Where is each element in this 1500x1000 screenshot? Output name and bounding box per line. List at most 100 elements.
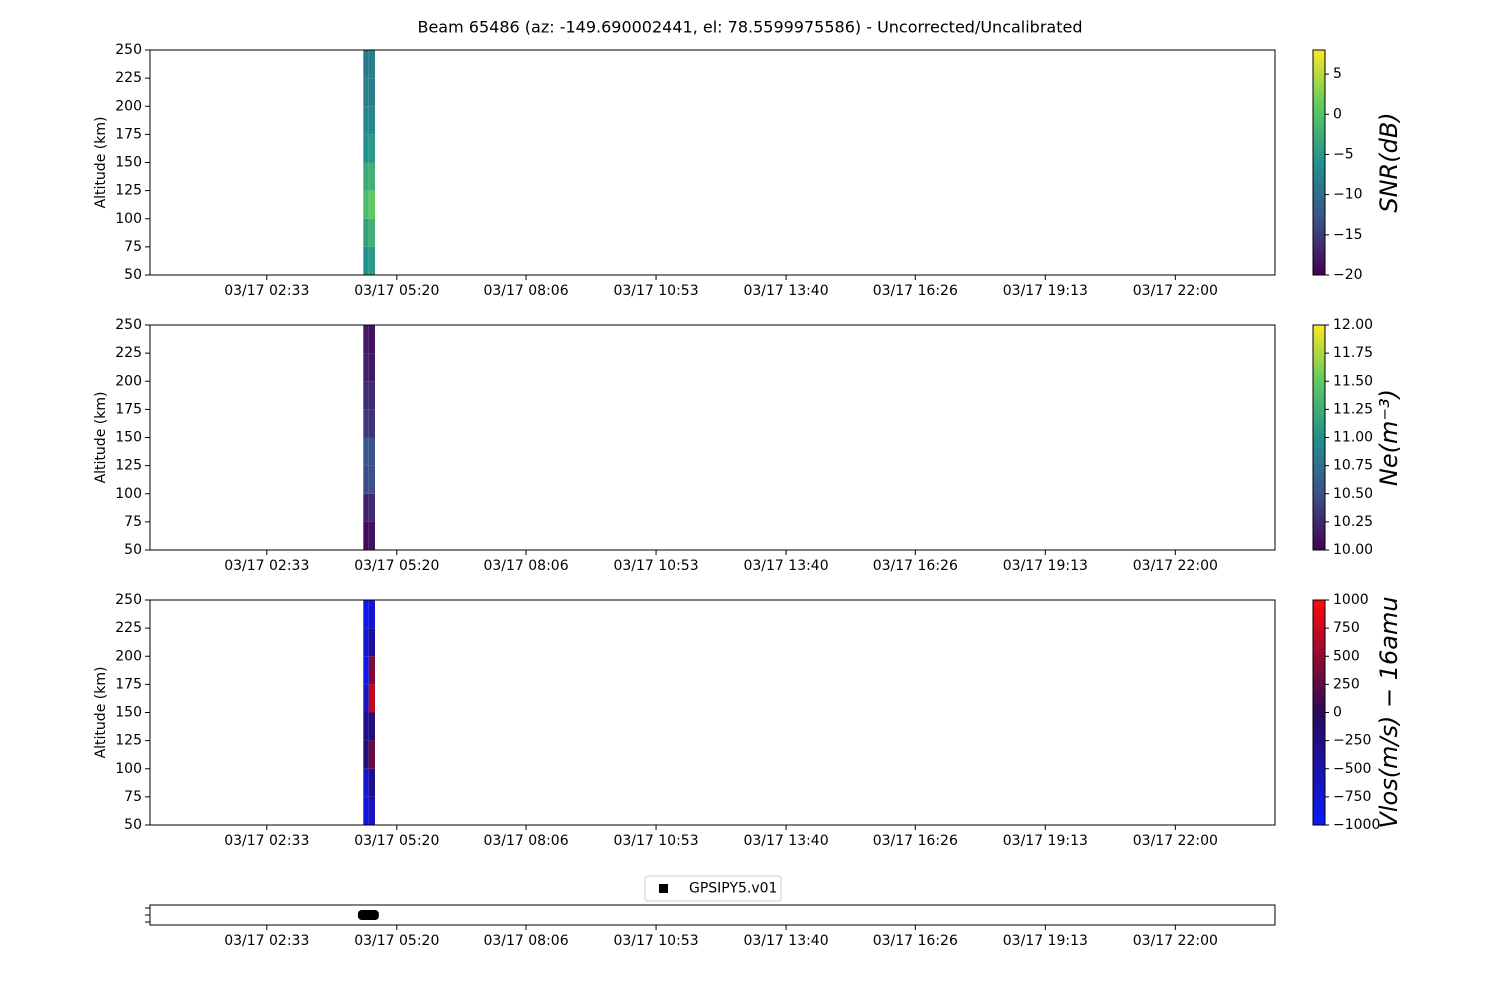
- heatmap-cell: [363, 190, 369, 219]
- x-tick-label: 03/17 08:06: [483, 833, 568, 849]
- x-tick-label: 03/17 13:40: [743, 558, 828, 574]
- heatmap-cell: [368, 712, 375, 741]
- y-tick-label: 200: [115, 648, 142, 664]
- colorbar-tick-label: 11.25: [1333, 401, 1373, 417]
- heatmap-cell: [368, 409, 375, 438]
- colorbar-tick-label: −500: [1333, 761, 1371, 777]
- colorbar-tick-label: 11.00: [1333, 430, 1373, 446]
- axes-frame: [149, 599, 1276, 826]
- x-tick-label: 03/17 05:20: [354, 283, 439, 299]
- heatmap-cell: [363, 218, 369, 247]
- y-tick-label: 200: [115, 98, 142, 114]
- y-axis-label: Altitude (km): [93, 117, 109, 209]
- heatmap-cell: [368, 353, 375, 382]
- x-tick-label: 03/17 22:00: [1133, 558, 1218, 574]
- axes-frame: [149, 904, 1276, 926]
- heatmap-cell: [363, 381, 369, 410]
- x-tick-label: 03/17 19:13: [1003, 558, 1088, 574]
- colorbar-tick-label: −1000: [1333, 817, 1380, 833]
- colorbar-tick-label: 0: [1333, 106, 1342, 122]
- colorbar-tick-label: 10.50: [1333, 486, 1373, 502]
- heatmap-cell: [363, 465, 369, 494]
- heatmap-cell: [368, 162, 375, 191]
- heatmap-cell: [363, 712, 369, 741]
- heatmap-cell: [363, 768, 369, 797]
- heatmap-cell: [363, 134, 369, 163]
- y-tick-label: 225: [115, 70, 142, 86]
- colorbar: [1312, 49, 1326, 276]
- y-tick-label: 225: [115, 620, 142, 636]
- heatmap-cell: [368, 190, 375, 219]
- y-tick-label: 125: [115, 183, 142, 199]
- heatmap-cell: [368, 465, 375, 494]
- colorbar-tick-label: 11.75: [1333, 345, 1373, 361]
- colorbar-tick-label: 0: [1333, 705, 1342, 721]
- x-tick-label: 03/17 08:06: [483, 558, 568, 574]
- heatmap-cell: [368, 600, 375, 629]
- heatmap-cell: [363, 628, 369, 657]
- colorbar-tick-label: 10.25: [1333, 514, 1373, 530]
- heatmap-cell: [368, 521, 375, 550]
- heatmap-cell: [363, 325, 369, 354]
- y-tick-label: 250: [115, 317, 142, 333]
- y-axis-label: Altitude (km): [93, 392, 109, 484]
- x-tick-label: 03/17 10:53: [613, 833, 698, 849]
- y-tick-label: 250: [115, 592, 142, 608]
- y-tick-label: 250: [115, 42, 142, 58]
- heatmap-cell: [363, 684, 369, 713]
- heatmap-cell: [368, 106, 375, 135]
- heatmap-cell: [368, 684, 375, 713]
- x-tick-label: 03/17 16:26: [873, 283, 958, 299]
- x-tick-label: 03/17 02:33: [224, 558, 309, 574]
- y-tick-label: 150: [115, 155, 142, 171]
- colorbar-tick-label: 5: [1333, 66, 1342, 82]
- y-tick-label: 50: [124, 542, 142, 558]
- axes-frame: [149, 49, 1276, 276]
- heatmap-cell: [363, 493, 369, 522]
- x-tick-label: 03/17 16:26: [873, 558, 958, 574]
- heatmap-cell: [363, 409, 369, 438]
- colorbar-tick-label: −250: [1333, 733, 1371, 749]
- x-tick-label: 03/17 16:26: [873, 833, 958, 849]
- heatmap-cell: [363, 521, 369, 550]
- x-tick-label: 03/17 19:13: [1003, 933, 1088, 949]
- y-tick-label: 175: [115, 126, 142, 142]
- heatmap-cell: [368, 493, 375, 522]
- colorbar: [1312, 599, 1326, 826]
- x-tick-label: 03/17 22:00: [1133, 833, 1218, 849]
- y-tick-label: 150: [115, 430, 142, 446]
- colorbar-tick-label: 500: [1333, 648, 1360, 664]
- y-tick-label: 100: [115, 211, 142, 227]
- colorbar-label: Ne(m⁻³): [1375, 389, 1403, 486]
- colorbar-label: SNR(dB): [1375, 112, 1403, 212]
- colorbar-tick-label: 10.00: [1333, 542, 1373, 558]
- colorbar-tick-label: 12.00: [1333, 317, 1373, 333]
- heatmap-cell: [368, 768, 375, 797]
- timeline-y-ticks: [145, 907, 150, 923]
- legend-marker: [659, 884, 668, 893]
- y-tick-label: 125: [115, 733, 142, 749]
- x-tick-label: 03/17 02:33: [224, 933, 309, 949]
- heatmap-cell: [363, 353, 369, 382]
- x-tick-label: 03/17 08:06: [483, 283, 568, 299]
- colorbar-tick-label: −20: [1333, 267, 1363, 283]
- timeline-bar: [357, 910, 379, 920]
- colorbar-tick-label: 10.75: [1333, 458, 1373, 474]
- x-tick-label: 03/17 19:13: [1003, 283, 1088, 299]
- x-tick-label: 03/17 13:40: [743, 283, 828, 299]
- axes-frame: [149, 324, 1276, 551]
- heatmap-cell: [368, 381, 375, 410]
- figure-title: Beam 65486 (az: -149.690002441, el: 78.5…: [417, 18, 1082, 37]
- legend-box: [644, 875, 782, 902]
- x-tick-label: 03/17 02:33: [224, 283, 309, 299]
- heatmap-cell: [368, 78, 375, 107]
- x-tick-label: 03/17 19:13: [1003, 833, 1088, 849]
- colorbar-tick-label: 750: [1333, 620, 1360, 636]
- colorbar-label: Vlos(m/s) − 16amu: [1375, 596, 1403, 828]
- x-tick-label: 03/17 05:20: [354, 833, 439, 849]
- y-tick-label: 200: [115, 373, 142, 389]
- heatmap-cell: [368, 656, 375, 685]
- heatmap-cell: [363, 796, 369, 825]
- y-tick-label: 175: [115, 676, 142, 692]
